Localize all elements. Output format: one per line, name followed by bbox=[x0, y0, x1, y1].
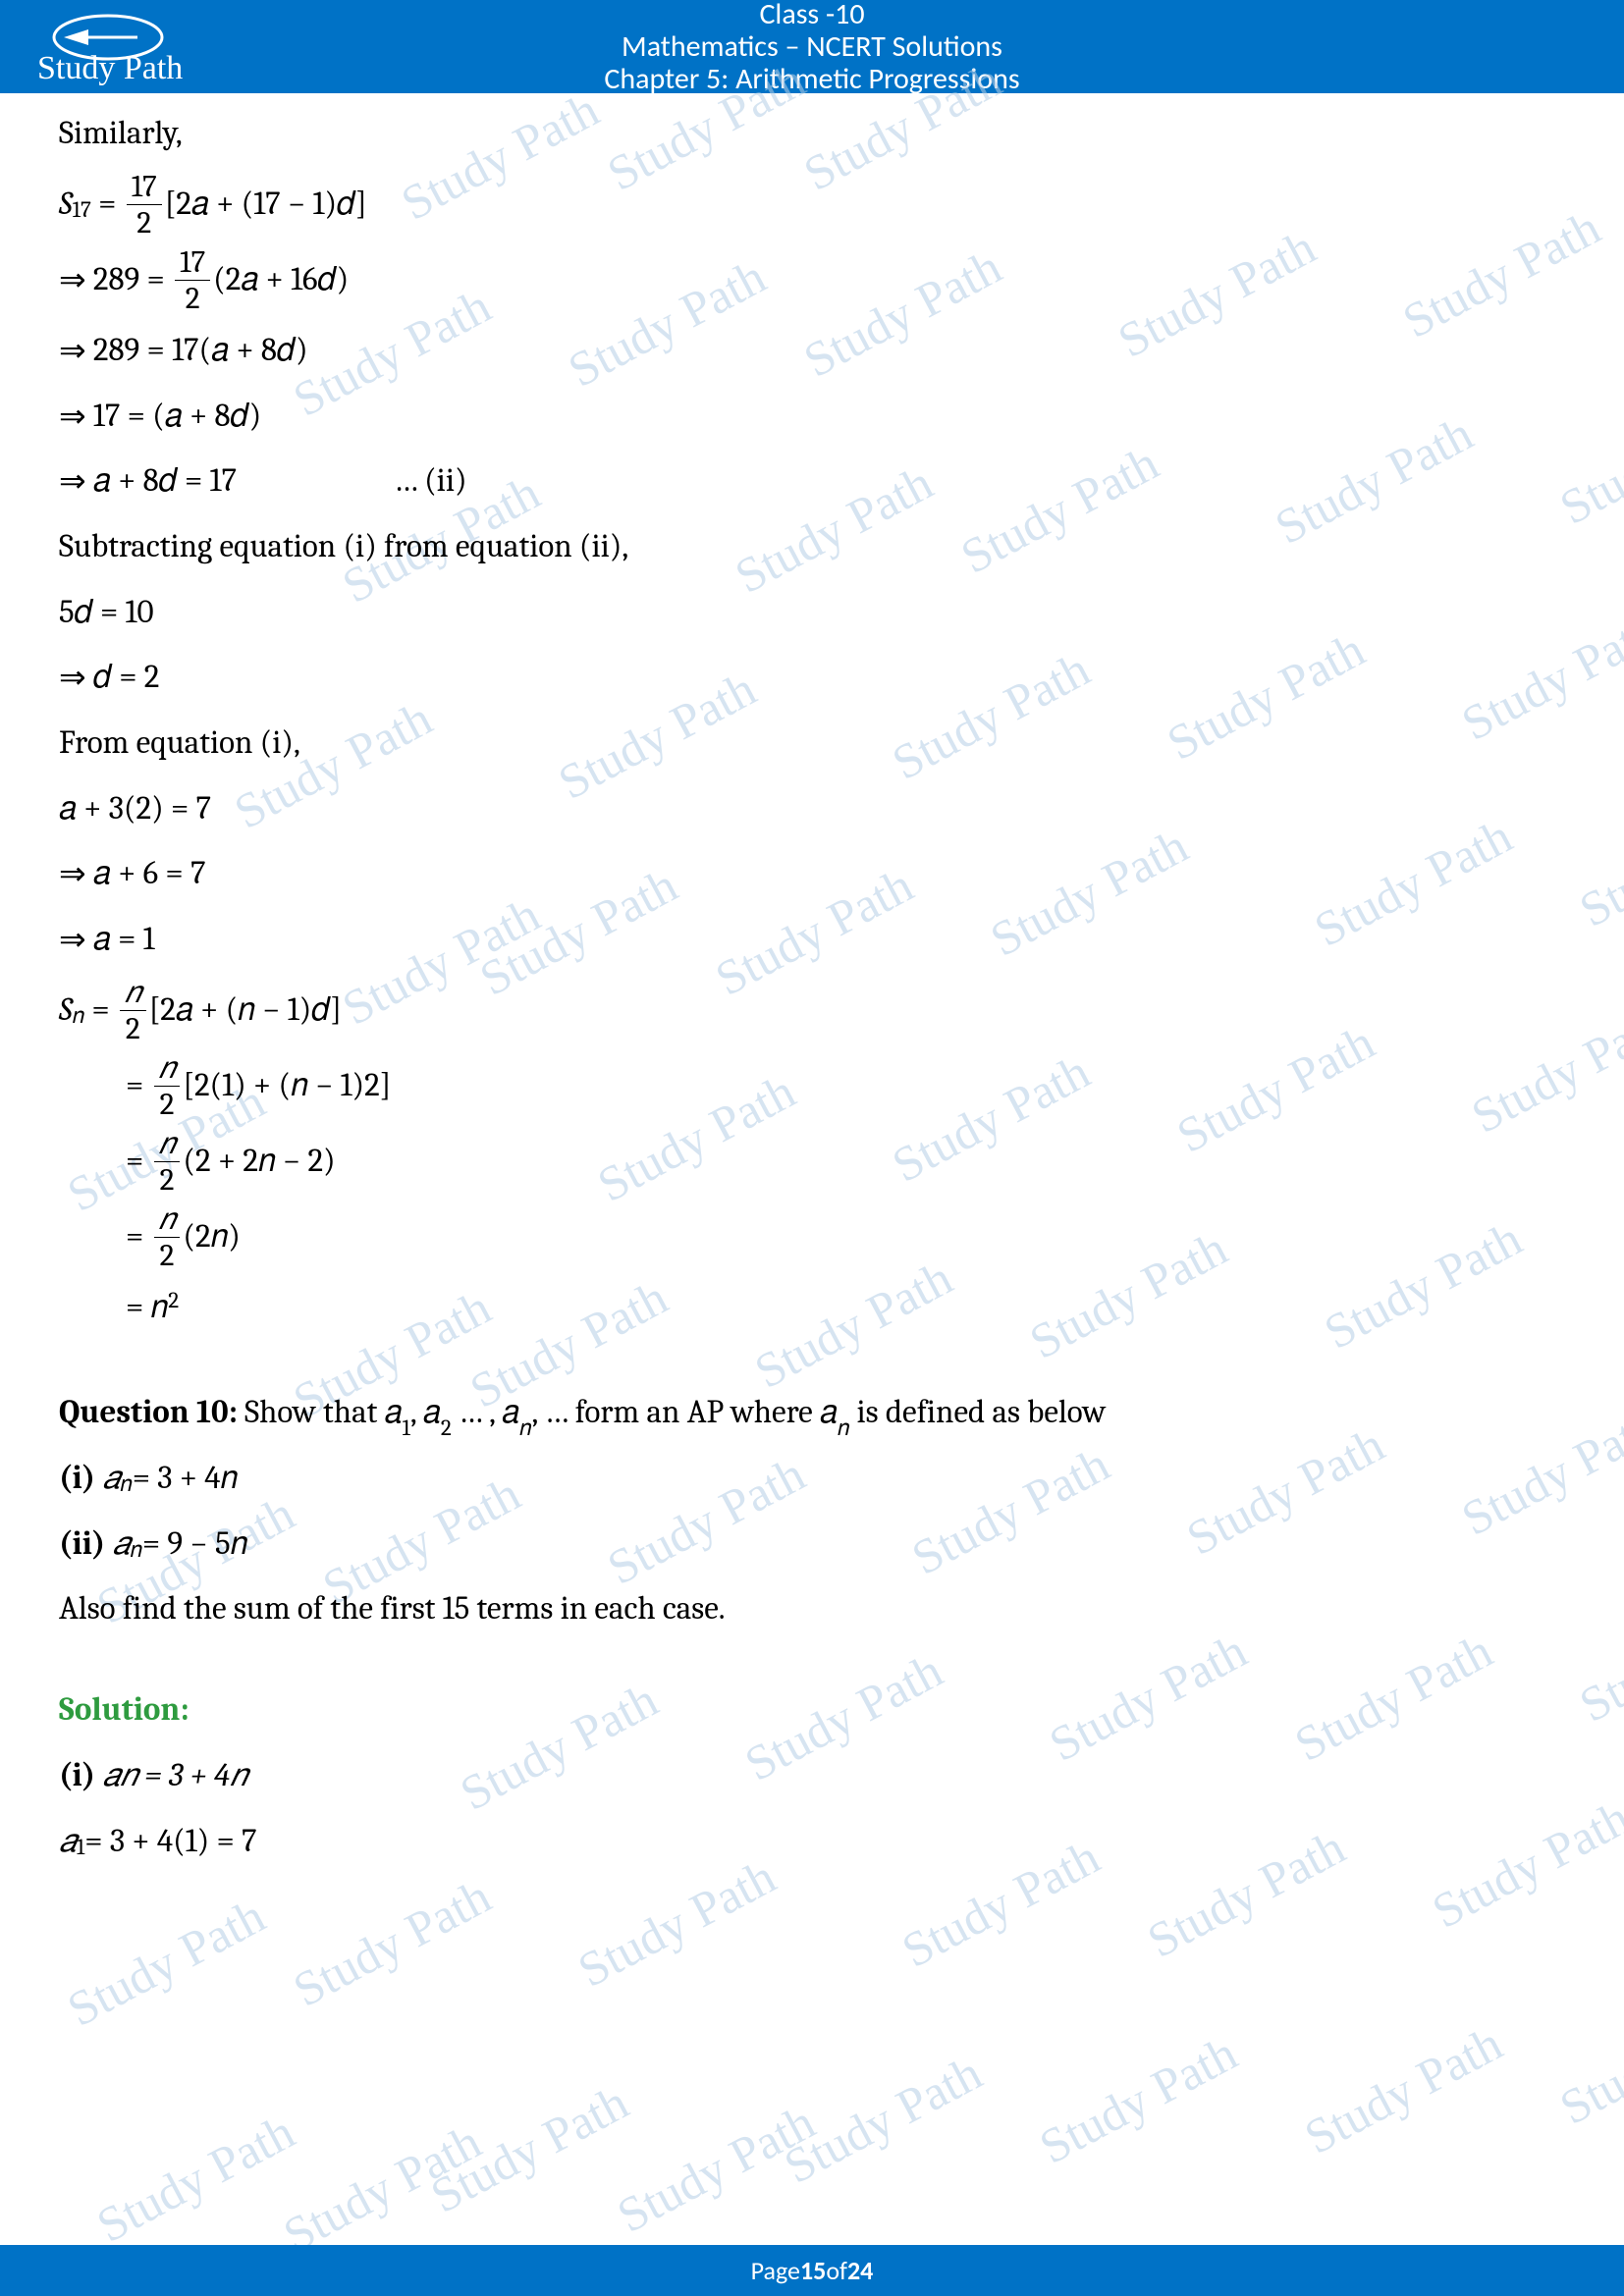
similarly-text: Similarly, bbox=[59, 103, 1565, 165]
eq-s17-2: ⇒ 289 = 172 (2𝑎 + 16𝑑) bbox=[59, 244, 1565, 316]
watermark: Study Path bbox=[284, 1867, 500, 2018]
eq-a32: 𝑎 + 3(2) = 7 bbox=[59, 778, 1565, 840]
eq-s17-1: S17 = 172 [2𝑎 + (17 − 1)𝑑] bbox=[59, 169, 1565, 240]
footer-page-total: 24 bbox=[847, 2255, 873, 2286]
header-line2: Mathematics – NCERT Solutions bbox=[604, 30, 1019, 63]
eq-sn2: = 𝑛2 [2(1) + (𝑛 − 1)2] bbox=[59, 1050, 1565, 1122]
eq-a1: ⇒ 𝑎 = 1 bbox=[59, 909, 1565, 971]
q10-i: (i) 𝑎𝑛 = 3 + 4𝑛 bbox=[59, 1448, 1565, 1510]
sol-a1: 𝑎1 = 3 + 4(1) = 7 bbox=[59, 1811, 1565, 1873]
eq-sn3: = 𝑛2 (2 + 2𝑛 − 2) bbox=[59, 1126, 1565, 1198]
subtract-text: Subtracting equation (i) from equation (… bbox=[59, 516, 1565, 578]
header-line1: Class -10 bbox=[604, 0, 1019, 30]
footer-page-label: Page bbox=[751, 2255, 800, 2286]
footer-page-of: of bbox=[826, 2255, 847, 2286]
sol-i: (i) 𝑎𝑛 = 3 + 4𝑛 bbox=[59, 1745, 1565, 1807]
eq-s17-3: ⇒ 289 = 17(𝑎 + 8𝑑) bbox=[59, 320, 1565, 382]
svg-text:Study Path: Study Path bbox=[37, 50, 183, 86]
watermark: Study Path bbox=[274, 2112, 490, 2264]
eq-s17-4: ⇒ 17 = (𝑎 + 8𝑑) bbox=[59, 386, 1565, 448]
watermark: Study Path bbox=[421, 2073, 637, 2224]
eq-a6: ⇒ 𝑎 + 6 = 7 bbox=[59, 843, 1565, 905]
watermark: Study Path bbox=[608, 2093, 824, 2244]
q10-ii: (ii) 𝑎𝑛 = 9 − 5𝑛 bbox=[59, 1514, 1565, 1575]
watermark: Study Path bbox=[1030, 2024, 1246, 2175]
eq-sn5: = 𝑛2 bbox=[59, 1277, 1565, 1339]
content: Similarly, S17 = 172 [2𝑎 + (17 − 1)𝑑] ⇒ … bbox=[0, 93, 1624, 1872]
question-10: Question 10: Show that 𝑎1, 𝑎2 … , 𝑎𝑛, … … bbox=[59, 1382, 1565, 1444]
watermark: Study Path bbox=[775, 2044, 991, 2195]
watermark: Study Path bbox=[1550, 1985, 1624, 2136]
header-band: Study Path Class -10 Mathematics – NCERT… bbox=[0, 0, 1624, 93]
eq-5d: 5𝑑 = 10 bbox=[59, 582, 1565, 644]
q10-also: Also find the sum of the first 15 terms … bbox=[59, 1578, 1565, 1640]
from-eq-i: From equation (i), bbox=[59, 713, 1565, 774]
watermark: Study Path bbox=[87, 2103, 303, 2254]
solution-label: Solution: bbox=[59, 1680, 1565, 1741]
header-text: Class -10 Mathematics – NCERT Solutions … bbox=[604, 0, 1019, 95]
header-line3: Chapter 5: Arithmetic Progressions bbox=[604, 63, 1019, 95]
logo: Study Path bbox=[29, 8, 187, 86]
eq-s17-5: ⇒ 𝑎 + 8𝑑 = 17 … (ii) bbox=[59, 451, 1565, 512]
watermark: Study Path bbox=[1295, 2014, 1511, 2165]
eq-d2: ⇒ 𝑑 = 2 bbox=[59, 647, 1565, 709]
eq-sn1: S𝑛 = 𝑛2 [2𝑎 + (𝑛 − 1)𝑑] bbox=[59, 975, 1565, 1046]
watermark: Study Path bbox=[58, 1887, 274, 2038]
footer-band: Page 15 of 24 bbox=[0, 2245, 1624, 2296]
eq-sn4: = 𝑛2 (2𝑛) bbox=[59, 1201, 1565, 1273]
footer-page-num: 15 bbox=[800, 2255, 826, 2286]
